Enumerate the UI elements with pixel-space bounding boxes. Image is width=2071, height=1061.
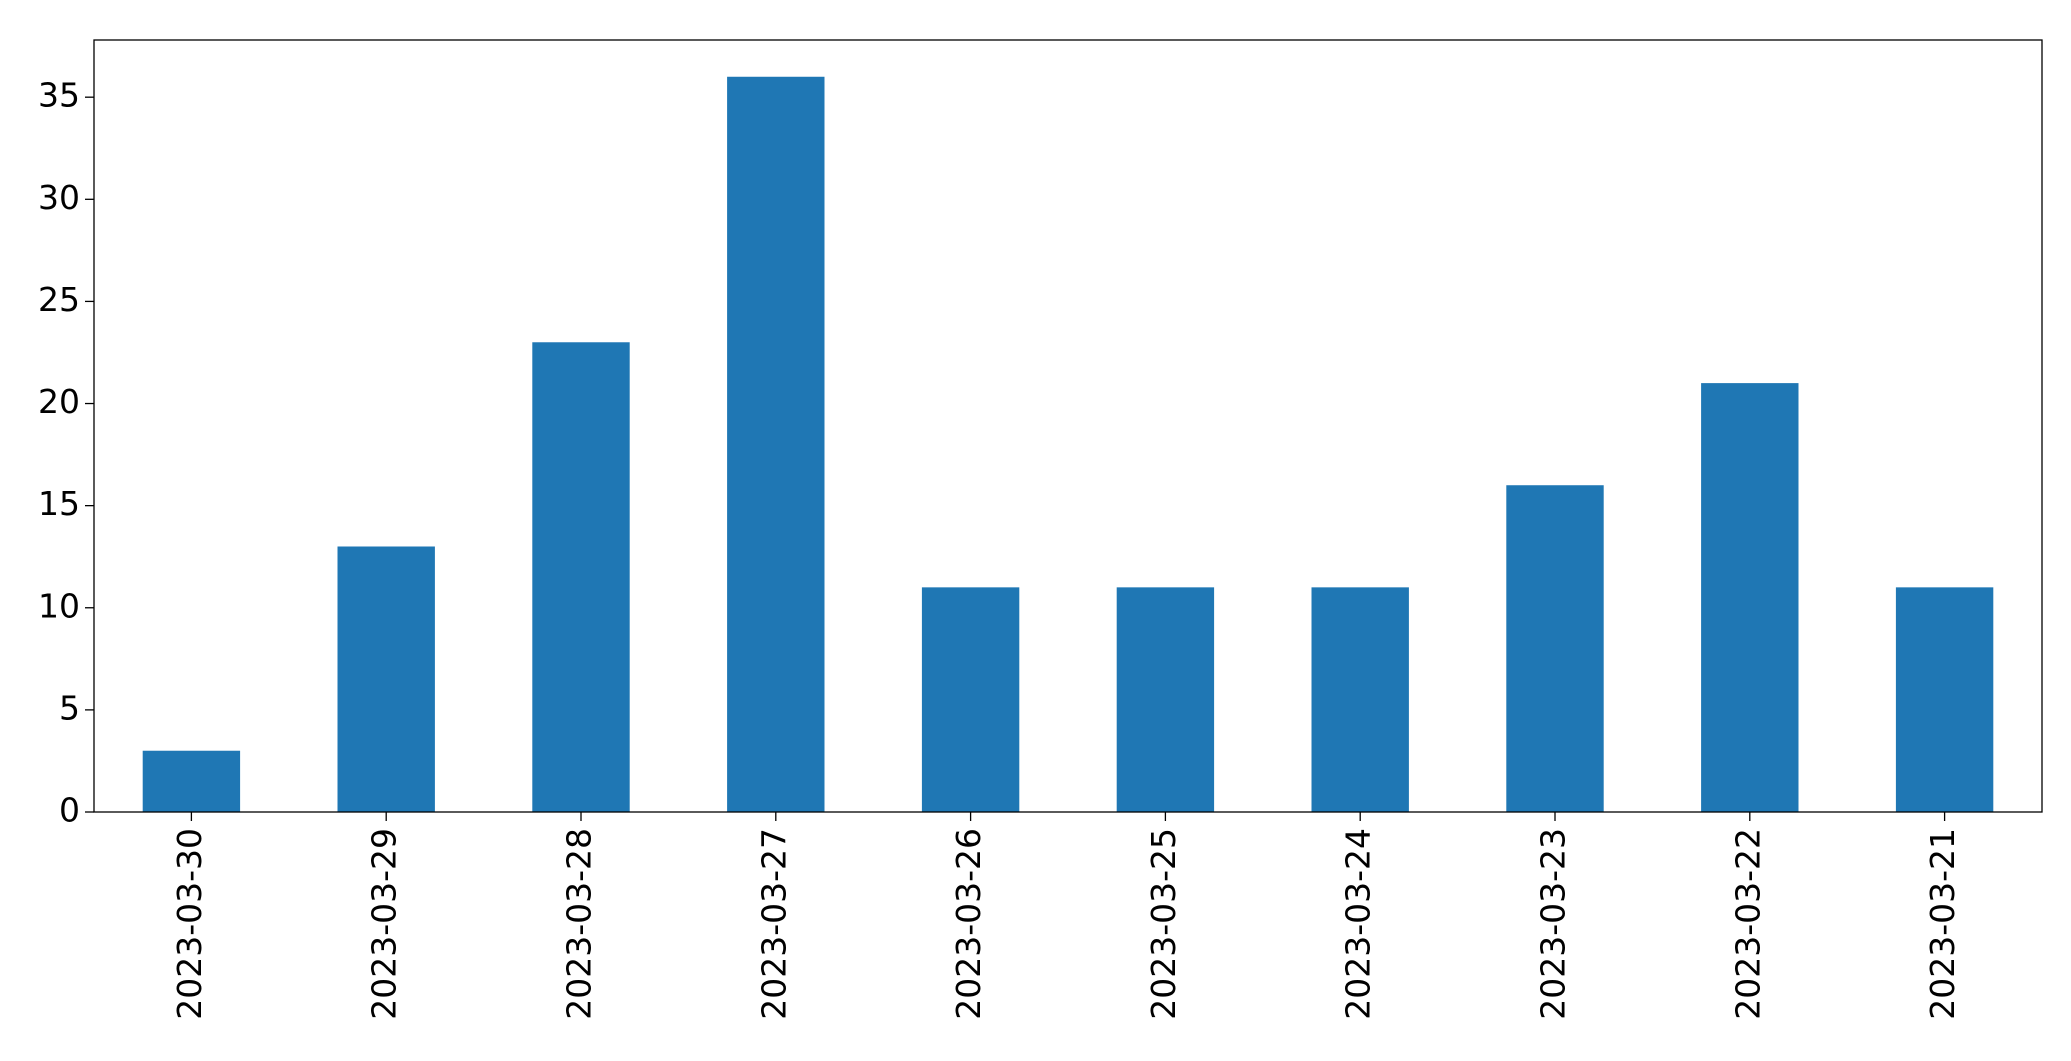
x-tick-label: 2023-03-27 — [754, 828, 793, 1020]
x-tick-label: 2023-03-22 — [1728, 828, 1767, 1020]
x-tick-label: 2023-03-30 — [170, 828, 209, 1020]
bar — [532, 342, 630, 812]
bar — [1311, 587, 1409, 812]
y-tick-label: 30 — [38, 178, 80, 217]
x-tick-label: 2023-03-21 — [1923, 828, 1962, 1020]
y-tick-label: 5 — [59, 688, 80, 727]
x-tick-label: 2023-03-23 — [1534, 828, 1573, 1020]
x-tick-label: 2023-03-25 — [1144, 828, 1183, 1020]
bar — [1895, 587, 1994, 812]
y-tick-label: 10 — [38, 586, 80, 625]
bar — [921, 587, 1020, 812]
y-tick-label: 0 — [59, 791, 80, 830]
bar — [142, 750, 241, 812]
bar — [727, 76, 825, 812]
y-tick-label: 15 — [38, 484, 80, 523]
bar — [337, 546, 435, 812]
bar — [1701, 383, 1799, 812]
plot-frame — [93, 39, 2043, 813]
bar — [1116, 587, 1215, 812]
x-tick-label: 2023-03-28 — [560, 828, 599, 1020]
y-tick-label: 20 — [38, 382, 80, 421]
x-tick-label: 2023-03-29 — [365, 828, 404, 1020]
y-tick-label: 25 — [38, 280, 80, 319]
y-tick-label: 35 — [38, 76, 80, 115]
x-tick-label: 2023-03-26 — [949, 828, 988, 1020]
x-tick-label: 2023-03-24 — [1339, 828, 1378, 1020]
bar — [1506, 485, 1604, 812]
